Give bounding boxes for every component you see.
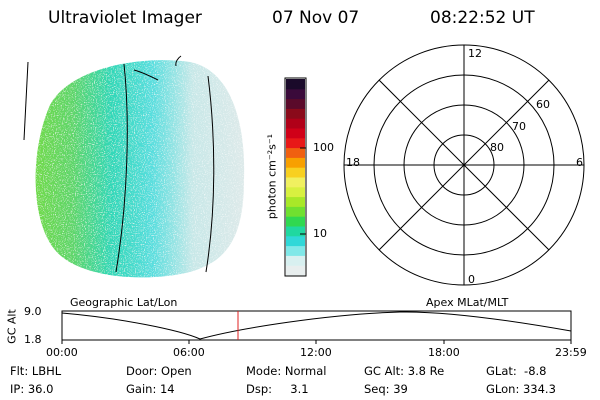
timeline-xtick-0: 00:00 xyxy=(46,346,78,359)
info-gain: Gain: 14 xyxy=(126,382,175,396)
timeline-xtick-1: 06:00 xyxy=(173,346,205,359)
colorbar xyxy=(284,77,307,277)
date-label: 07 Nov 07 xyxy=(272,8,360,28)
colorbar-segment xyxy=(286,206,305,217)
colorbar-segment xyxy=(286,235,305,247)
mlt-label-6: 6 xyxy=(576,156,583,169)
timeline-xtick-4: 23:59 xyxy=(555,346,587,359)
colorbar-segment xyxy=(286,98,305,109)
lat-label-80: 80 xyxy=(490,141,504,154)
info-ip: IP: 36.0 xyxy=(10,382,54,396)
colorbar-segment xyxy=(286,255,305,266)
info-glat: GLat: -8.8 xyxy=(486,364,547,378)
polar-plot xyxy=(343,44,585,286)
colorbar-segment xyxy=(286,118,305,129)
info-door: Door: Open xyxy=(126,364,192,378)
instrument-title: Ultraviolet Imager xyxy=(48,8,202,28)
lat-label-60: 60 xyxy=(536,98,550,111)
uv-image xyxy=(23,55,245,278)
colorbar-segment xyxy=(286,226,305,237)
colorbar-segment xyxy=(286,265,305,276)
mlt-label-18: 18 xyxy=(346,156,360,169)
colorbar-segment xyxy=(286,157,305,168)
colorbar-segment xyxy=(286,79,305,90)
info-seq: Seq: 39 xyxy=(364,382,408,396)
colorbar-segment xyxy=(286,245,305,256)
timeline-ymin: 1.8 xyxy=(24,333,42,346)
colorbar-segment xyxy=(286,147,305,158)
colorbar-segment xyxy=(286,196,305,207)
altitude-timeline xyxy=(61,310,572,344)
timeline-right-title: Apex MLat/MLT xyxy=(426,296,509,309)
colorbar-segment xyxy=(286,88,305,100)
timeline-left-title: Geographic Lat/Lon xyxy=(70,296,178,309)
colorbar-segment xyxy=(286,108,305,119)
colorbar-unit-label: photon cm⁻²s⁻¹ xyxy=(265,133,279,220)
time-label: 08:22:52 UT xyxy=(430,8,535,28)
mlt-label-12: 12 xyxy=(468,47,482,60)
timeline-xtick-2: 12:00 xyxy=(300,346,332,359)
timeline-ylabel: GC Alt xyxy=(5,309,19,344)
info-glon: GLon: 334.3 xyxy=(486,382,556,396)
timeline-xtick-3: 18:00 xyxy=(428,346,460,359)
info-filter: Flt: LBHL xyxy=(10,364,62,378)
info-gc-alt: GC Alt: 3.8 Re xyxy=(364,364,445,378)
colorbar-segment xyxy=(286,186,305,198)
colorbar-segment xyxy=(286,137,305,149)
colorbar-tick-10: 10 xyxy=(313,227,327,240)
colorbar-segment xyxy=(286,128,305,139)
colorbar-tick-100: 100 xyxy=(313,141,334,154)
colorbar-segment xyxy=(286,167,305,178)
info-dsp: Dsp: 3.1 xyxy=(246,382,309,396)
colorbar-segment xyxy=(286,216,305,227)
timeline-ymax: 9.0 xyxy=(24,305,42,318)
info-mode: Mode: Normal xyxy=(246,364,327,378)
mlt-label-0: 0 xyxy=(468,273,475,286)
lat-label-70: 70 xyxy=(512,120,526,133)
colorbar-segment xyxy=(286,177,305,188)
